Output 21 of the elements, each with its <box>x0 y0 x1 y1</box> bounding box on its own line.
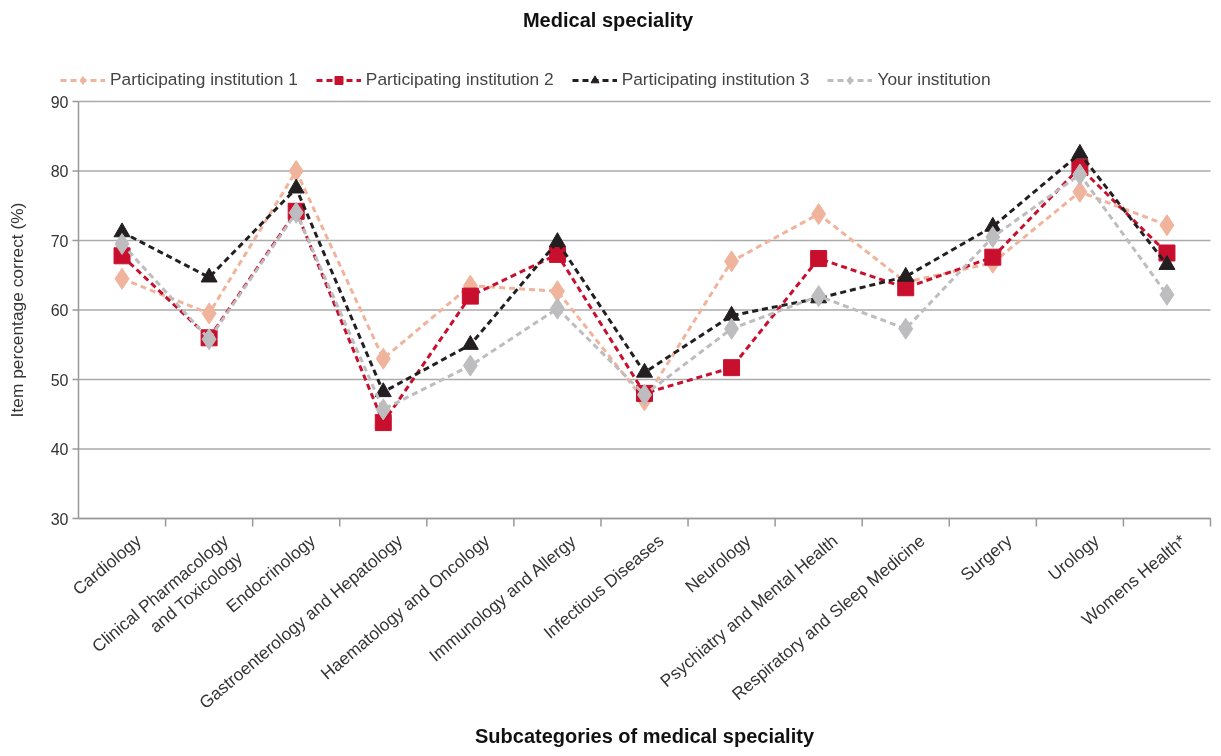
x-axis-title: Subcategories of medical speciality <box>474 724 815 747</box>
chart-title: Medical speciality <box>522 8 694 31</box>
legend-label: Participating institution 3 <box>621 69 810 90</box>
y-axis-title: Item percentage correct (%) <box>6 202 27 418</box>
point <box>548 232 566 248</box>
point <box>723 359 741 377</box>
y-tick-label: 60 <box>50 302 69 319</box>
point <box>461 287 479 305</box>
point <box>984 248 1002 266</box>
point <box>810 250 828 268</box>
point <box>374 382 392 398</box>
y-tick-label: 50 <box>50 371 69 389</box>
y-tick-label: 90 <box>50 93 69 111</box>
y-tick-label: 40 <box>50 441 69 458</box>
legend-label: Participating institution 2 <box>365 69 554 90</box>
legend-label: Participating institution 1 <box>110 69 298 90</box>
y-tick-label: 70 <box>50 232 69 250</box>
point <box>288 160 304 182</box>
y-tick-label: 80 <box>50 163 69 180</box>
y-tick-label: 30 <box>50 510 69 528</box>
legend-label: Your institution <box>877 69 991 90</box>
